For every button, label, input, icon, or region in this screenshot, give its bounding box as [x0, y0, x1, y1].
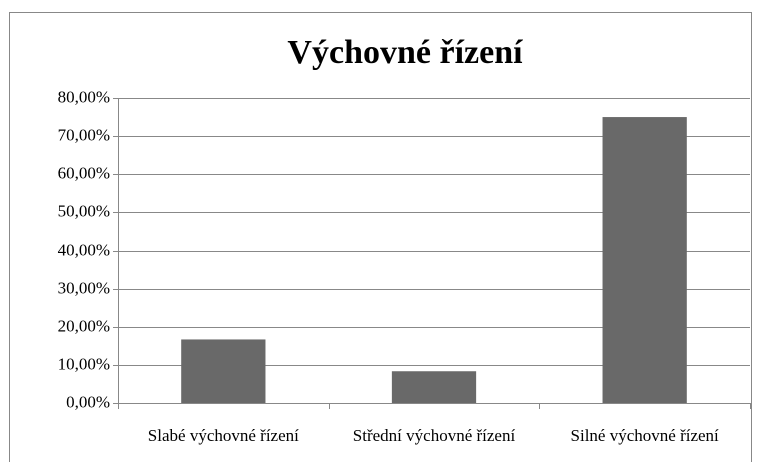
bar — [602, 117, 687, 403]
x-tick-label: Slabé výchovné řízení — [148, 426, 299, 445]
y-tick-label: 70,00% — [58, 125, 110, 144]
y-tick-label: 60,00% — [58, 163, 110, 182]
x-tick-label: Silné výchovné řízení — [571, 426, 720, 445]
y-tick-label: 30,00% — [58, 278, 110, 297]
chart-title: Výchovné řízení — [287, 34, 523, 71]
y-tick-label: 10,00% — [58, 354, 110, 373]
y-tick-label: 80,00% — [58, 87, 110, 106]
y-tick-label: 0,00% — [66, 392, 110, 411]
bar — [391, 371, 477, 403]
x-tick-label: Střední výchovné řízení — [353, 426, 516, 445]
y-tick-label: 40,00% — [58, 240, 110, 259]
bar — [181, 339, 266, 403]
y-tick-label: 20,00% — [58, 316, 110, 335]
y-tick-label: 50,00% — [58, 201, 110, 220]
